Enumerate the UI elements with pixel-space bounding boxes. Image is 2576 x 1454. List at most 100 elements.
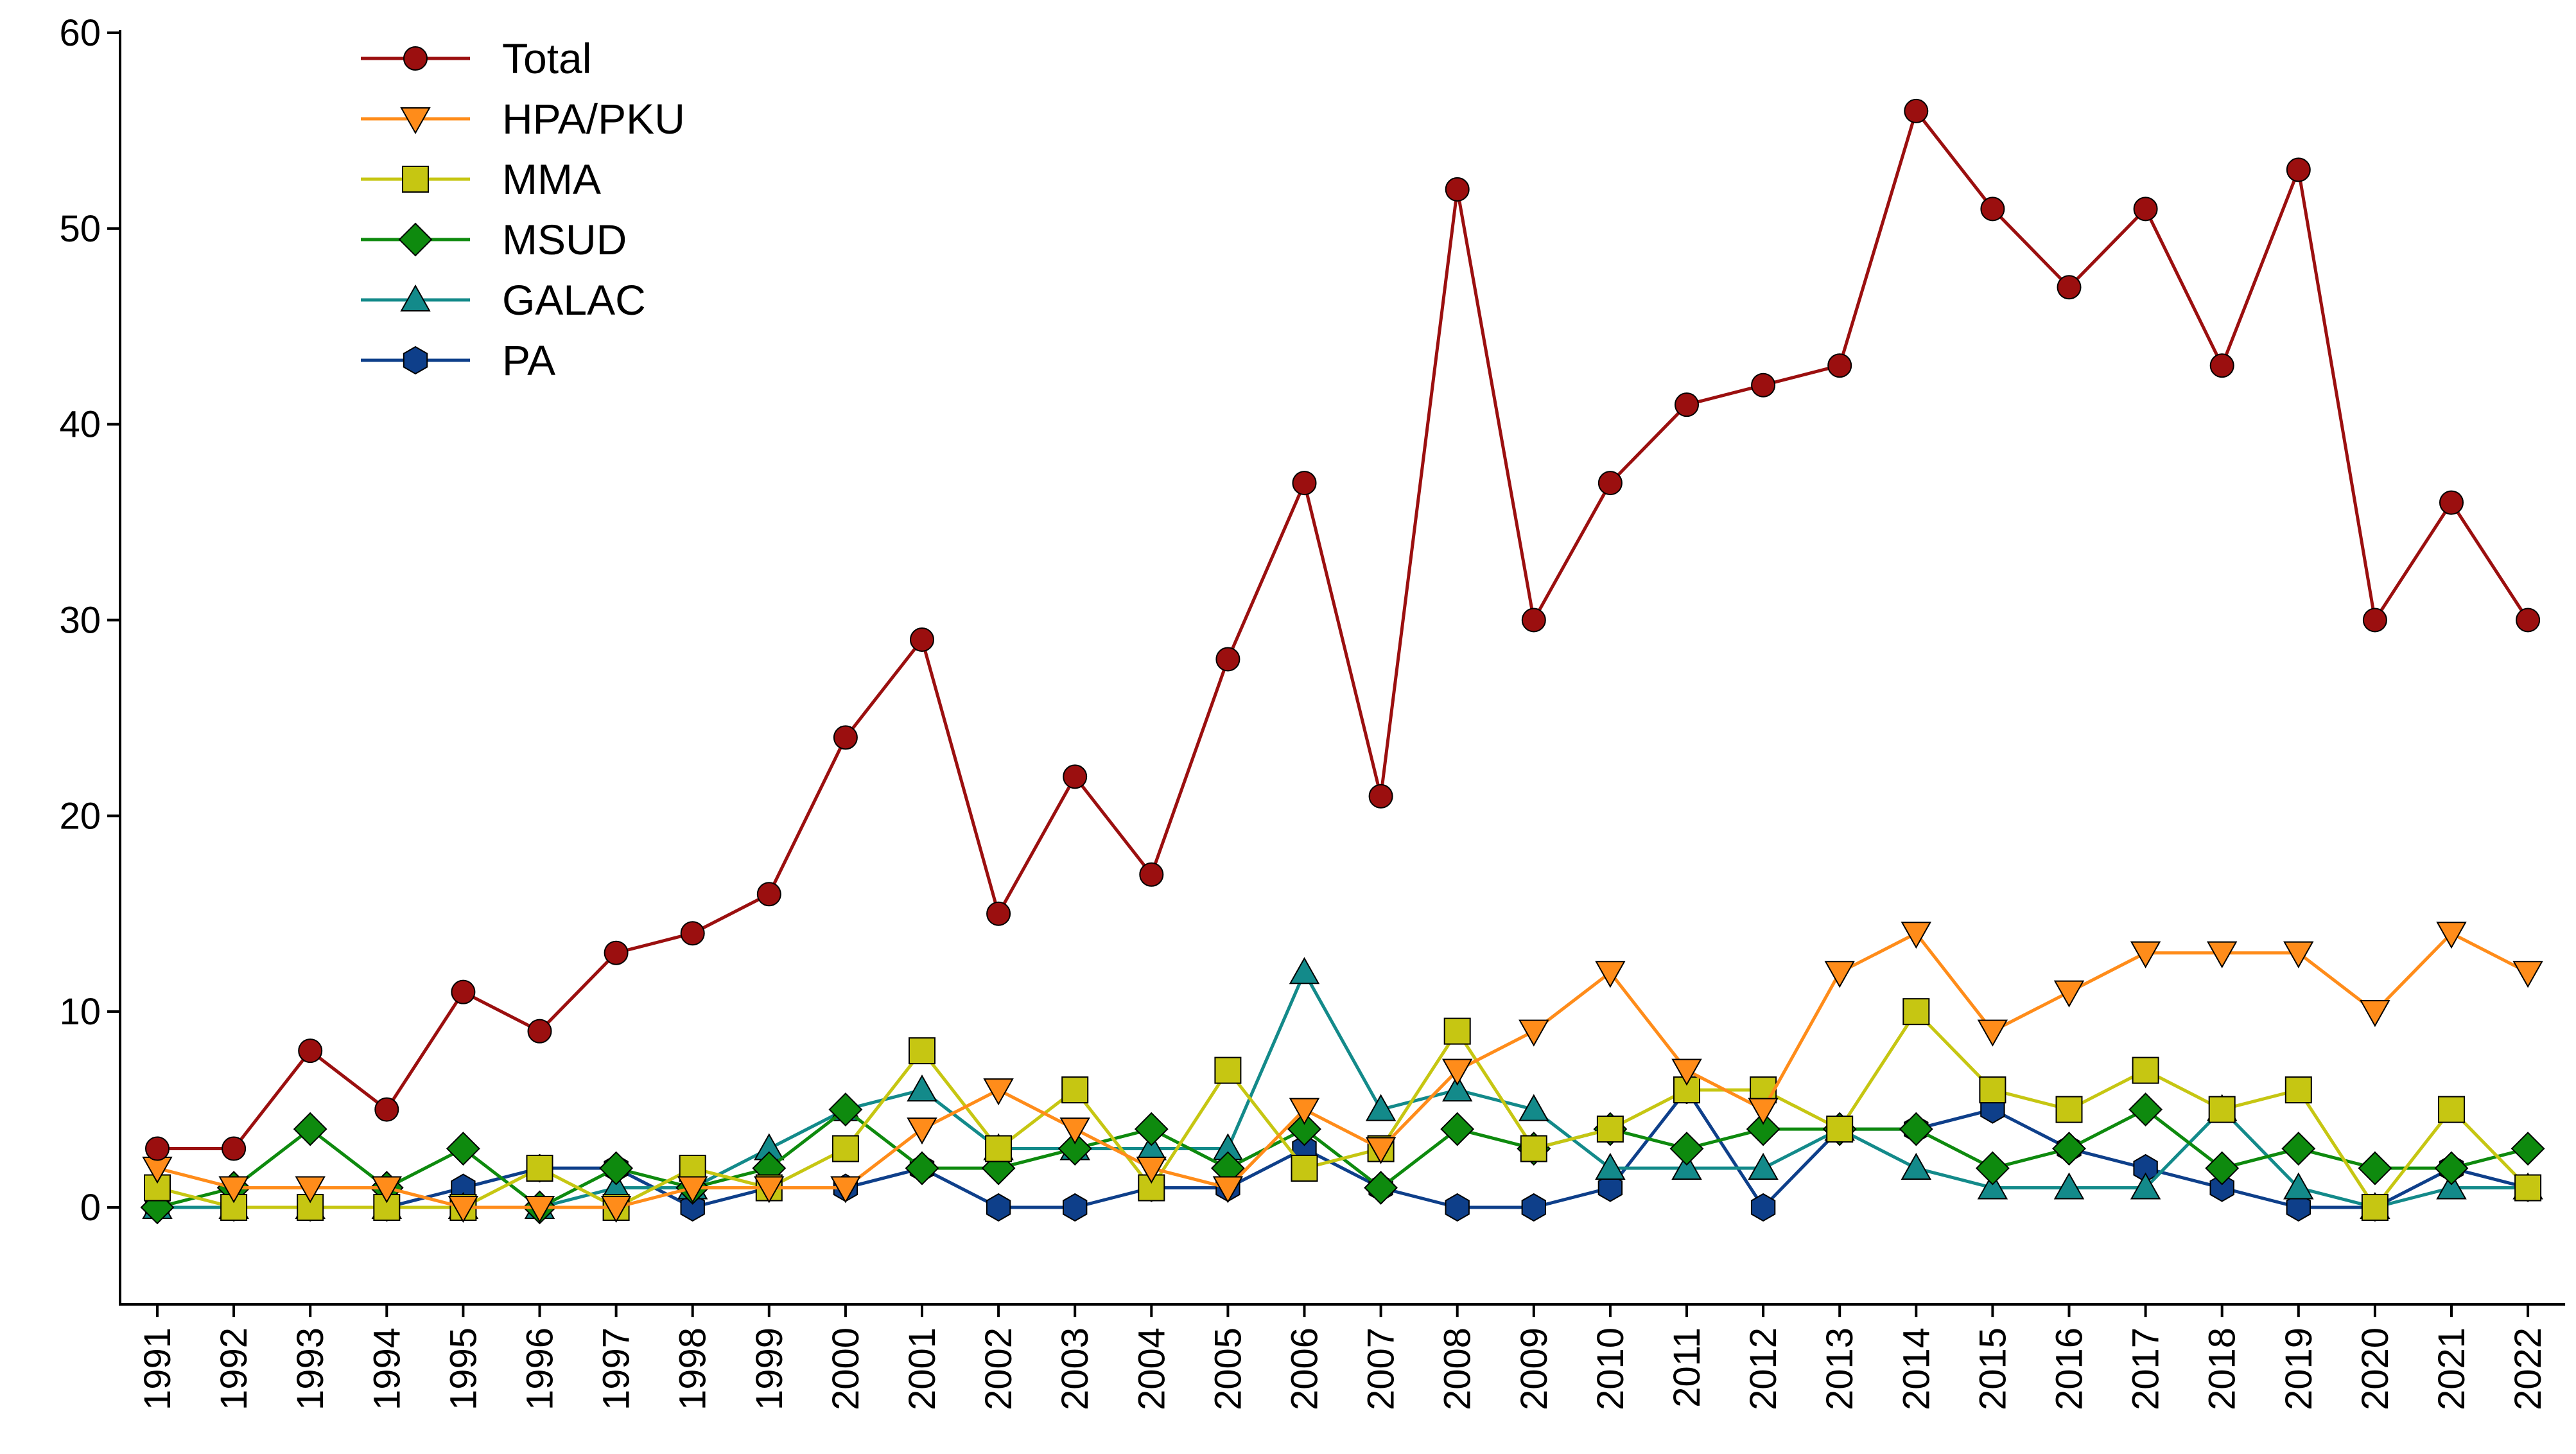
x-tick-label: 2011 xyxy=(1666,1327,1708,1408)
data-point-total xyxy=(1063,764,1088,789)
data-point-hpa-pku xyxy=(2283,941,2314,968)
data-point-hpa-pku xyxy=(1059,1117,1090,1145)
data-point-hpa-pku xyxy=(830,1176,861,1204)
x-tick-label: 2006 xyxy=(1284,1327,1326,1410)
data-point-msud xyxy=(2052,1132,2086,1166)
data-point-galac xyxy=(1671,1152,1702,1180)
data-point-hpa-pku xyxy=(1901,922,1932,949)
data-point-total xyxy=(2057,275,2082,300)
data-point-total xyxy=(604,940,629,965)
data-point-mma xyxy=(1902,998,1930,1026)
x-tick-label: 1998 xyxy=(672,1327,714,1410)
data-point-pa xyxy=(1063,1193,1088,1222)
data-point-total xyxy=(374,1097,399,1122)
data-point-total xyxy=(1980,197,2005,222)
legend-label: MSUD xyxy=(502,216,627,263)
data-point-pa xyxy=(1445,1193,1470,1222)
data-point-mma xyxy=(1520,1135,1547,1162)
x-tick-label: 2000 xyxy=(825,1327,867,1410)
data-point-mma xyxy=(1214,1056,1242,1084)
data-point-pa xyxy=(1597,1173,1623,1202)
data-point-total xyxy=(2133,197,2158,222)
data-point-mma xyxy=(1596,1116,1624,1143)
data-point-total xyxy=(910,627,934,652)
data-point-msud xyxy=(1134,1112,1169,1146)
series-mma xyxy=(144,998,2542,1221)
x-tick-label: 2013 xyxy=(1819,1327,1861,1410)
data-point-total xyxy=(2362,608,2387,633)
legend-item-galac: GALAC xyxy=(361,276,646,324)
x-tick-label: 2005 xyxy=(1207,1327,1249,1410)
y-tick-label: 60 xyxy=(59,12,101,54)
data-point-mma xyxy=(2208,1096,2236,1123)
data-point-mma xyxy=(909,1037,936,1065)
data-point-msud xyxy=(1057,1132,1092,1166)
legend-label: Total xyxy=(502,35,591,82)
data-point-hpa-pku xyxy=(2436,922,2467,949)
data-point-msud xyxy=(2511,1132,2545,1166)
data-point-total xyxy=(222,1136,247,1161)
x-tick-label: 2004 xyxy=(1131,1327,1172,1410)
data-point-galac xyxy=(1365,1094,1397,1121)
legend-item-mma: MMA xyxy=(361,155,601,203)
data-point-hpa-pku xyxy=(1365,1137,1397,1164)
x-axis: 1991 1992 1993 1994 1995 1996 1997 1998 1999 2000… xyxy=(119,1303,2566,1410)
x-tick-label: 1997 xyxy=(596,1327,638,1410)
data-point-hpa-pku xyxy=(295,1176,326,1204)
data-point-mma xyxy=(2055,1096,2083,1123)
data-point-hpa-pku xyxy=(1441,1058,1473,1086)
data-point-total xyxy=(1368,784,1393,809)
y-tick-label: 40 xyxy=(59,404,101,446)
data-point-mma xyxy=(2438,1096,2465,1123)
legend-label: GALAC xyxy=(502,276,646,324)
series-total xyxy=(145,98,2541,1161)
y-tick-label: 30 xyxy=(59,600,101,642)
data-point-hpa-pku xyxy=(371,1176,403,1204)
data-point-hpa-pku xyxy=(2206,941,2238,968)
data-point-pa xyxy=(1521,1193,1546,1222)
data-point-total xyxy=(1215,647,1240,672)
legend-marker xyxy=(400,284,431,311)
x-tick-label: 2001 xyxy=(901,1327,943,1410)
legend-label: HPA/PKU xyxy=(502,95,685,143)
data-point-mma xyxy=(1826,1116,1854,1143)
data-point-msud xyxy=(2434,1151,2469,1186)
x-tick-label: 2007 xyxy=(1361,1327,1402,1410)
data-point-hpa-pku xyxy=(600,1196,632,1223)
x-tick-label: 2016 xyxy=(2049,1327,2091,1410)
data-point-hpa-pku xyxy=(1595,961,1626,988)
data-point-hpa-pku xyxy=(448,1196,479,1223)
data-point-pa xyxy=(1750,1193,1776,1222)
data-point-hpa-pku xyxy=(2512,961,2543,988)
y-axis: 0 10 20 30 40 50 60 xyxy=(59,12,121,1304)
data-point-total xyxy=(298,1038,323,1064)
x-tick-label: 2014 xyxy=(1895,1327,1937,1410)
series-pa xyxy=(144,1075,2541,1222)
legend-marker xyxy=(403,46,428,71)
data-point-galac xyxy=(2283,1172,2314,1200)
x-tick-label: 2012 xyxy=(1743,1327,1784,1410)
data-point-mma xyxy=(2361,1194,2389,1221)
x-tick-label: 1999 xyxy=(749,1327,790,1410)
y-tick-label: 0 xyxy=(80,1187,101,1229)
data-point-total xyxy=(2286,157,2311,182)
legend-item-pa: PA xyxy=(361,337,555,384)
data-point-hpa-pku xyxy=(1671,1058,1702,1086)
data-point-msud xyxy=(2358,1151,2392,1186)
legend-item-total: Total xyxy=(361,35,591,82)
data-point-pa xyxy=(986,1193,1011,1222)
series-line-pa xyxy=(157,1088,2528,1209)
legend-marker xyxy=(402,166,429,193)
x-tick-label: 2015 xyxy=(1972,1327,2014,1410)
data-point-galac xyxy=(1595,1152,1626,1180)
data-point-total xyxy=(986,901,1011,926)
x-tick-label: 1992 xyxy=(213,1327,255,1410)
legend-item-msud: MSUD xyxy=(361,216,627,263)
data-point-total xyxy=(1521,608,1546,633)
data-point-hpa-pku xyxy=(677,1176,708,1204)
series-line-galac xyxy=(157,970,2528,1209)
data-point-galac xyxy=(2053,1172,2085,1200)
data-point-msud xyxy=(293,1112,327,1146)
data-point-pa xyxy=(680,1193,705,1222)
x-tick-label: 1993 xyxy=(290,1327,331,1410)
